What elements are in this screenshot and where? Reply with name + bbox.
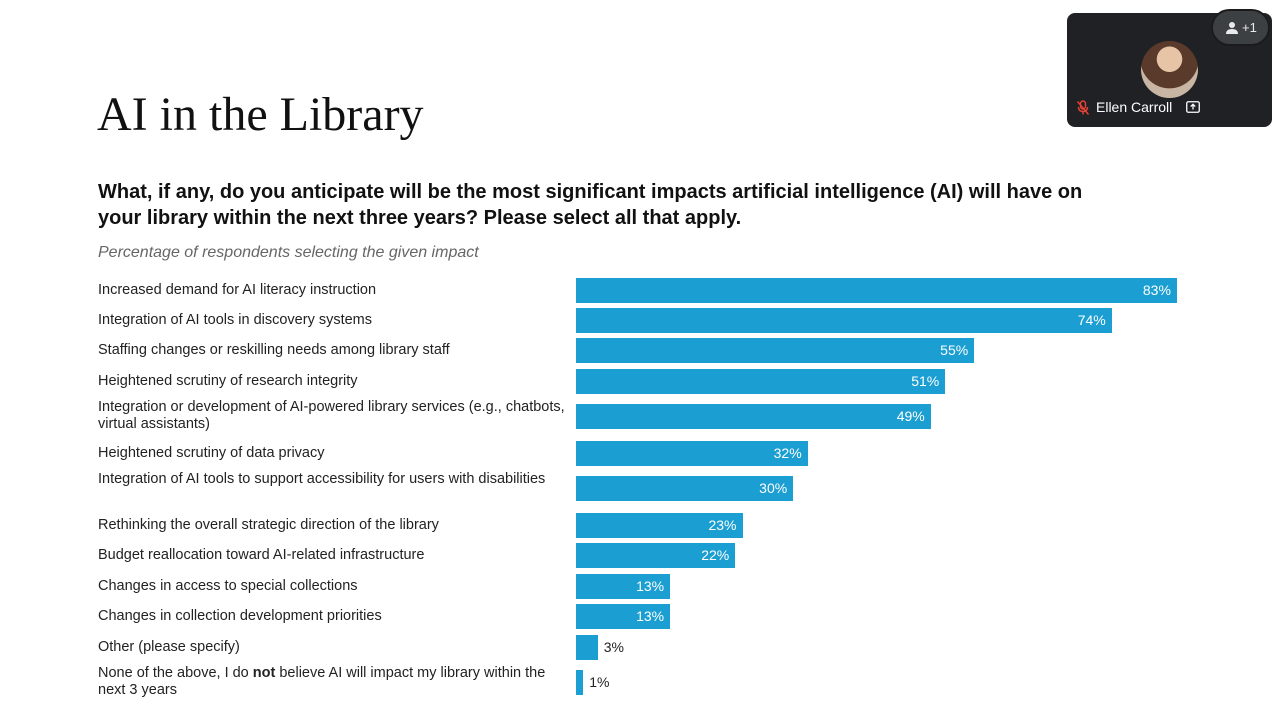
participant-name: Ellen Carroll — [1096, 99, 1173, 115]
value-label: 23% — [708, 517, 737, 533]
person-icon — [1226, 22, 1238, 34]
value-label: 32% — [773, 445, 802, 461]
bar — [576, 573, 671, 599]
mic-off-icon — [1076, 100, 1090, 115]
participant-avatar — [1141, 41, 1198, 98]
bar — [576, 634, 598, 660]
category-label: Heightened scrutiny of data privacy — [98, 444, 325, 461]
category-label: Rethinking the overall strategic directi… — [98, 516, 439, 533]
bar — [576, 669, 584, 695]
bar — [576, 603, 671, 629]
bar — [576, 512, 743, 538]
chart-subtitle: Percentage of respondents selecting the … — [98, 244, 479, 261]
value-label: 1% — [589, 674, 610, 690]
bar — [576, 337, 975, 363]
category-label: Changes in access to special collections — [98, 577, 358, 594]
bar — [576, 440, 808, 466]
bar — [576, 307, 1112, 333]
category-label: Integration or development of AI-powered… — [98, 399, 565, 432]
category-label: Other (please specify) — [98, 638, 240, 655]
value-label: 74% — [1077, 312, 1106, 328]
value-label: 30% — [759, 480, 788, 496]
more-participants-count: +1 — [1242, 20, 1257, 35]
more-participants-button[interactable]: +1 — [1211, 9, 1270, 46]
category-label: None of the above, I do not believe AI w… — [98, 665, 546, 698]
bar — [576, 403, 931, 429]
category-label: Increased demand for AI literacy instruc… — [98, 281, 377, 298]
bar — [576, 475, 794, 501]
survey-question: What, if any, do you anticipate will be … — [98, 181, 1083, 229]
value-label: 83% — [1142, 282, 1171, 298]
present-screen-icon — [1186, 101, 1200, 113]
category-label: Staffing changes or reskilling needs amo… — [98, 341, 450, 358]
value-label: 49% — [896, 408, 925, 424]
value-label: 13% — [636, 578, 665, 594]
category-label: Integration of AI tools in discovery sys… — [98, 311, 373, 328]
category-label: Changes in collection development priori… — [98, 607, 382, 624]
value-label: 55% — [940, 342, 969, 358]
bar — [576, 542, 736, 568]
value-label: 3% — [603, 639, 624, 655]
category-label: Heightened scrutiny of research integrit… — [98, 372, 358, 389]
value-label: 51% — [911, 373, 940, 389]
value-label: 13% — [636, 608, 665, 624]
value-label: 22% — [701, 547, 730, 563]
category-label: Integration of AI tools to support acces… — [98, 471, 546, 487]
bar — [576, 277, 1177, 303]
bar — [576, 368, 946, 394]
category-label: Budget reallocation toward AI-related in… — [98, 546, 425, 563]
slide-title: AI in the Library — [97, 88, 424, 141]
